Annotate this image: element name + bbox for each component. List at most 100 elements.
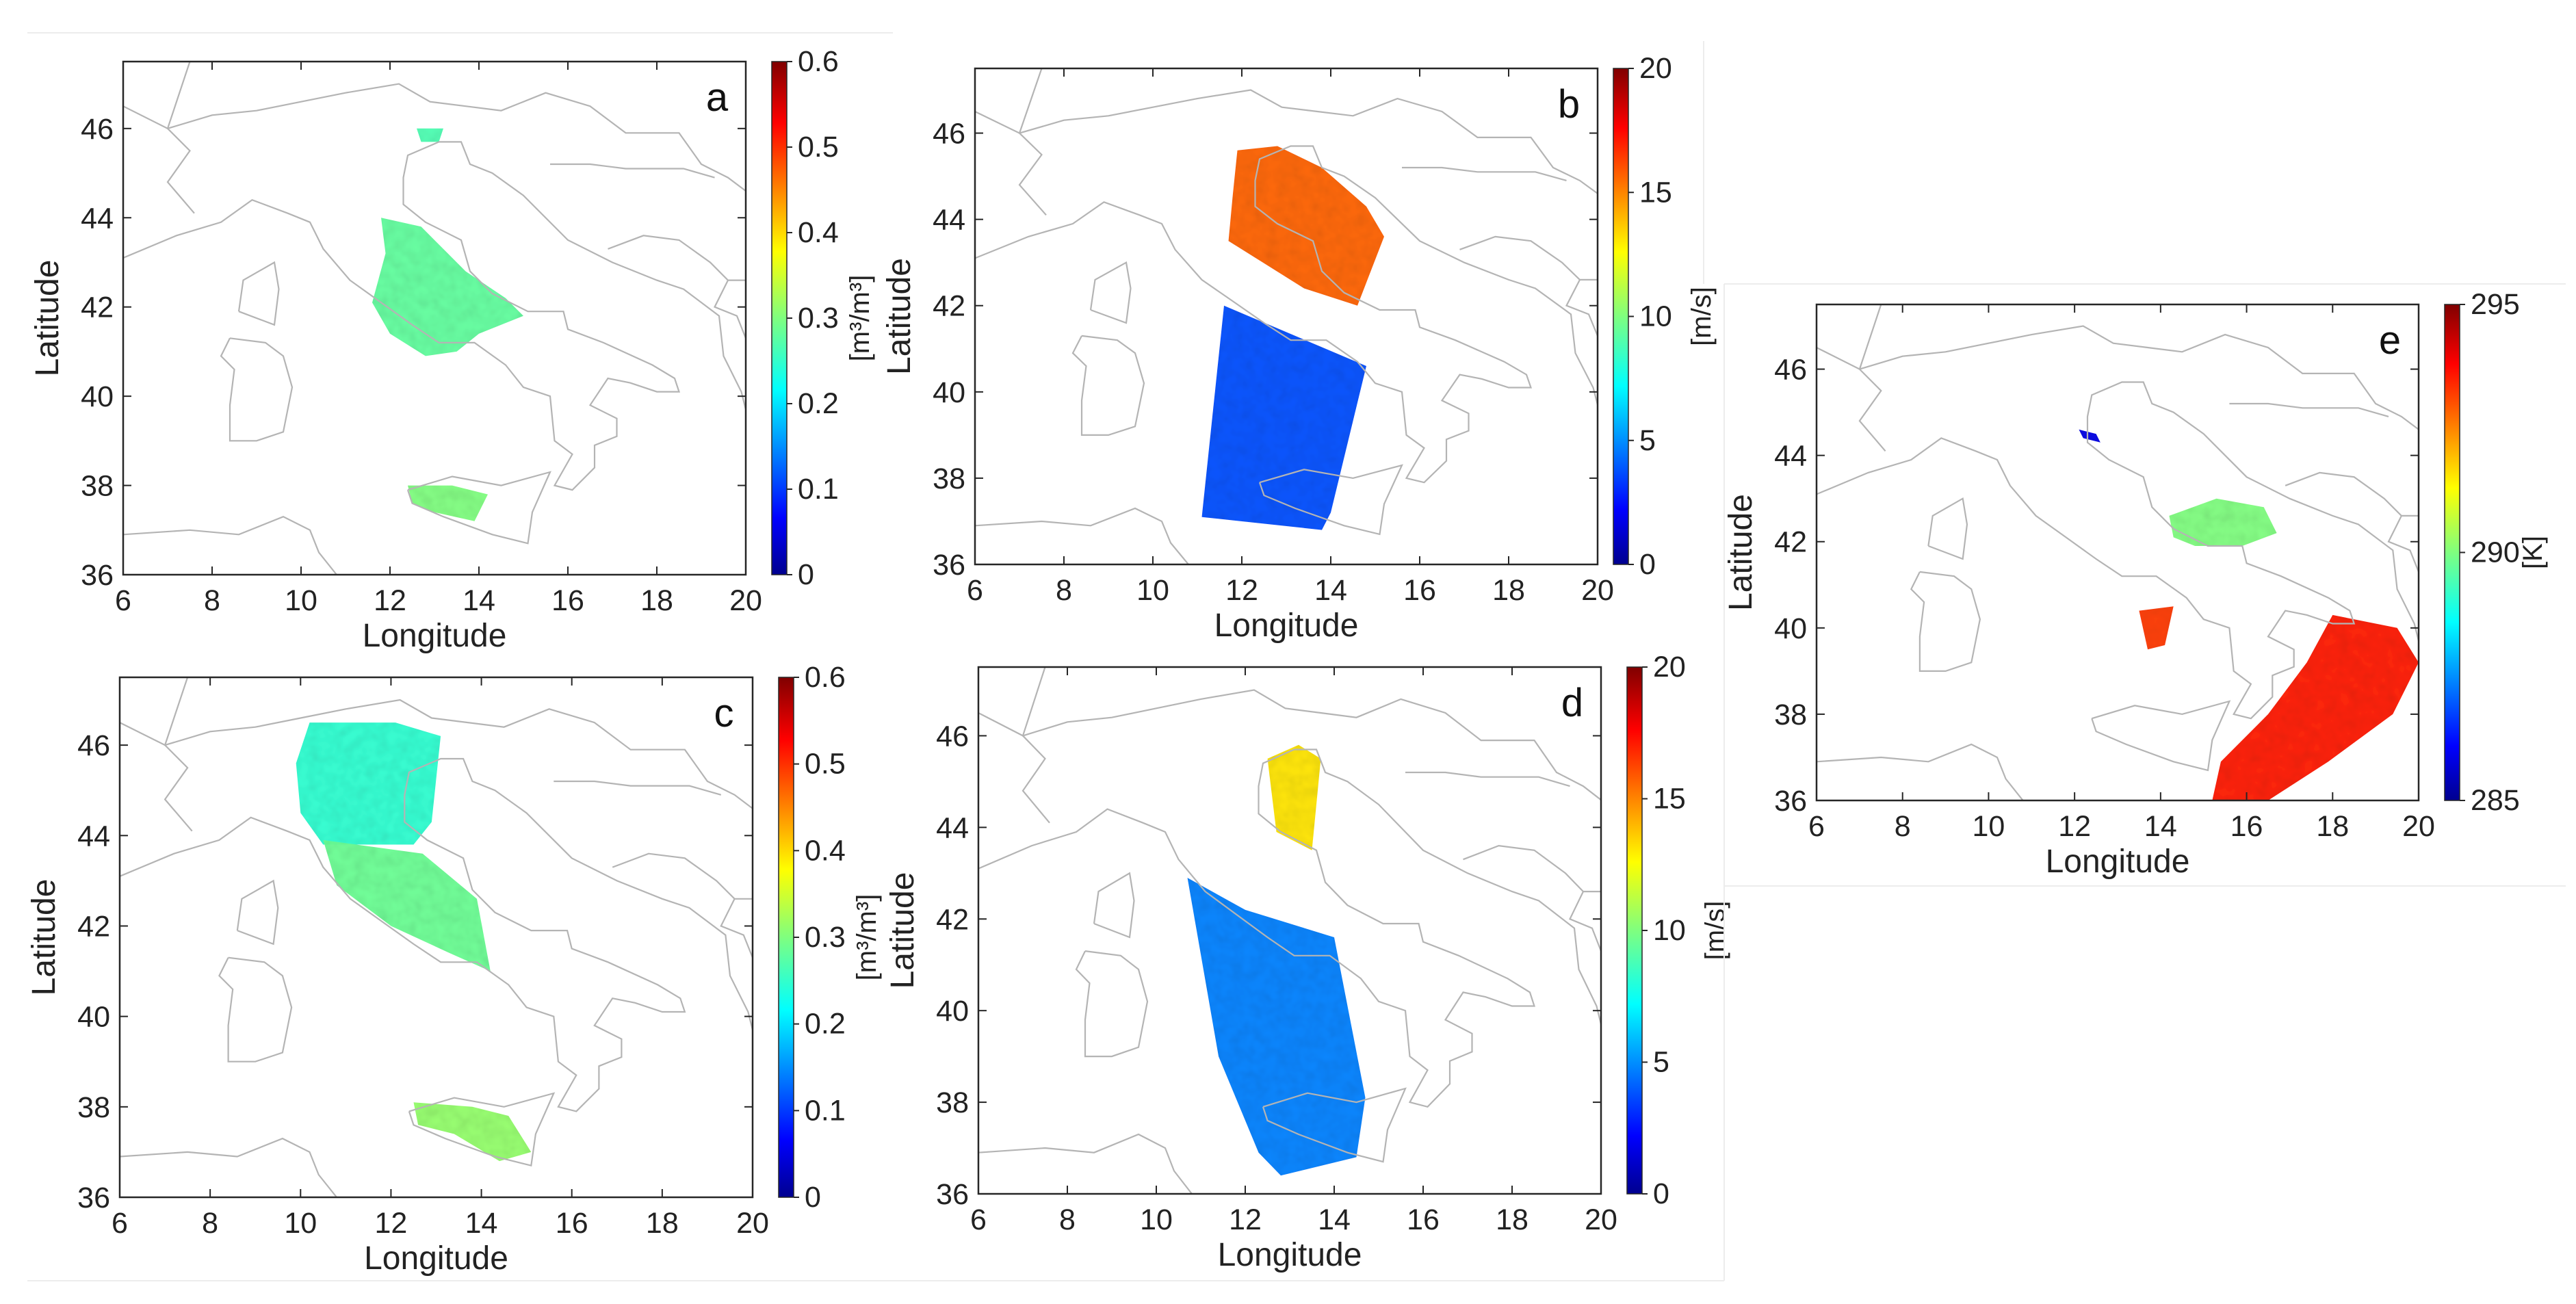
axes-frame [974,67,1599,566]
y-tick-label: 42 [81,291,114,324]
y-tick-label: 38 [77,1091,110,1124]
x-tick-label: 8 [204,584,220,617]
y-tick-label: 36 [936,1178,969,1211]
coastline [1262,1087,1407,1163]
colorbar-tick-label: 15 [1653,783,1686,816]
coastline [612,852,753,900]
coastline [237,261,280,326]
plot-area [975,68,1598,564]
y-tick-label: 46 [936,720,969,753]
x-tick-label: 14 [465,1207,498,1240]
coastline [2091,700,2231,772]
x-tick-label: 12 [2058,810,2091,843]
data-region [1187,878,1366,1176]
x-tick-label: 16 [2230,810,2263,843]
data-region [2212,614,2419,800]
coastline [1910,571,1981,672]
x-tick-label: 20 [729,584,762,617]
y-tick-label: 44 [936,811,969,844]
coastline [1817,743,2024,800]
data-region [2169,498,2277,546]
y-axis-label: Latitude [29,260,66,377]
data-region [2139,606,2174,650]
coastline [1093,872,1135,939]
coastline [123,141,746,491]
coastline [123,83,746,192]
x-tick-label: 10 [285,584,317,617]
coastline [1258,464,1403,536]
x-tick-label: 10 [1140,1203,1173,1236]
panel-label: a [706,75,729,120]
coastline [720,898,753,959]
x-tick-label: 18 [2316,810,2349,843]
colorbar-tick-label: 0.1 [798,473,839,506]
x-tick-label: 18 [640,584,673,617]
coastline [1071,335,1145,436]
x-tick-label: 16 [1403,574,1436,607]
coastline [550,163,715,179]
coastline [1858,304,1886,452]
y-tick-label: 36 [77,1182,110,1214]
y-tick-label: 44 [77,820,110,852]
coastline [1089,261,1132,324]
coastline [975,507,1189,564]
panel-c: 6 8 10 12 14 16 18 20 36 38 40 42 44 46 Longitude Latit… [26,661,882,1277]
x-axis-label: Longitude [363,618,507,654]
x-tick-label: 18 [1496,1203,1528,1236]
coastline [1405,771,1570,787]
coastline [1459,235,1598,281]
coastline [120,699,753,809]
x-tick-label: 20 [736,1207,769,1240]
coastline [975,145,1598,484]
colorbar-tick-label: 0 [805,1181,821,1214]
axes-frame [977,666,1602,1195]
x-tick-label: 12 [374,584,406,617]
x-tick-label: 8 [1059,1203,1076,1236]
coastline [1463,844,1601,893]
x-tick-label: 14 [2144,810,2177,843]
colorbar [771,61,788,575]
y-tick-label: 40 [936,995,969,1028]
plot-area [123,62,746,575]
y-axis-label: Latitude [881,258,918,375]
axes-frame [122,60,747,576]
data-region [413,1102,532,1162]
y-tick-label: 40 [77,1001,110,1034]
coastline [1018,68,1047,216]
x-tick-label: 6 [115,584,131,617]
coastline [1927,497,1968,560]
coastline [220,337,294,442]
coastline [978,1133,1193,1194]
coastline [1817,381,2419,720]
x-tick-label: 16 [556,1207,588,1240]
x-tick-label: 6 [967,574,983,607]
x-tick-label: 10 [284,1207,317,1240]
y-tick-label: 40 [1774,612,1807,645]
y-tick-label: 36 [81,559,114,592]
colorbar-tick-label: 0.4 [805,834,846,867]
coastline [1569,891,1601,952]
data-region [372,218,523,356]
x-tick-label: 20 [2402,810,2435,843]
y-tick-label: 46 [1774,354,1807,387]
panel-label: e [2379,318,2401,363]
y-axis-label: Latitude [885,872,921,989]
coastline [2387,515,2419,573]
y-tick-label: 44 [933,204,965,237]
panel-b: 6 8 10 12 14 16 18 20 36 38 40 42 44 46 Longitude Latit… [881,52,1717,644]
colorbar-tick-label: 0 [1653,1177,1669,1210]
colorbar-tick-label: 290 [2471,536,2520,569]
colorbar [2444,304,2460,801]
colorbar-unit-label: [K] [2518,536,2548,569]
colorbar-unit-label: [m³/m³] [845,275,875,362]
data-region [417,128,443,142]
colorbar-tick-label: 285 [2471,784,2520,817]
coastline [978,689,1601,801]
x-tick-label: 12 [375,1207,408,1240]
colorbar-unit-label: [m³/m³] [852,894,882,981]
y-tick-label: 38 [81,470,114,503]
colorbar-tick-label: 5 [1639,424,1656,457]
coastline [1565,279,1598,337]
colorbar-tick-label: 0.5 [798,131,839,164]
